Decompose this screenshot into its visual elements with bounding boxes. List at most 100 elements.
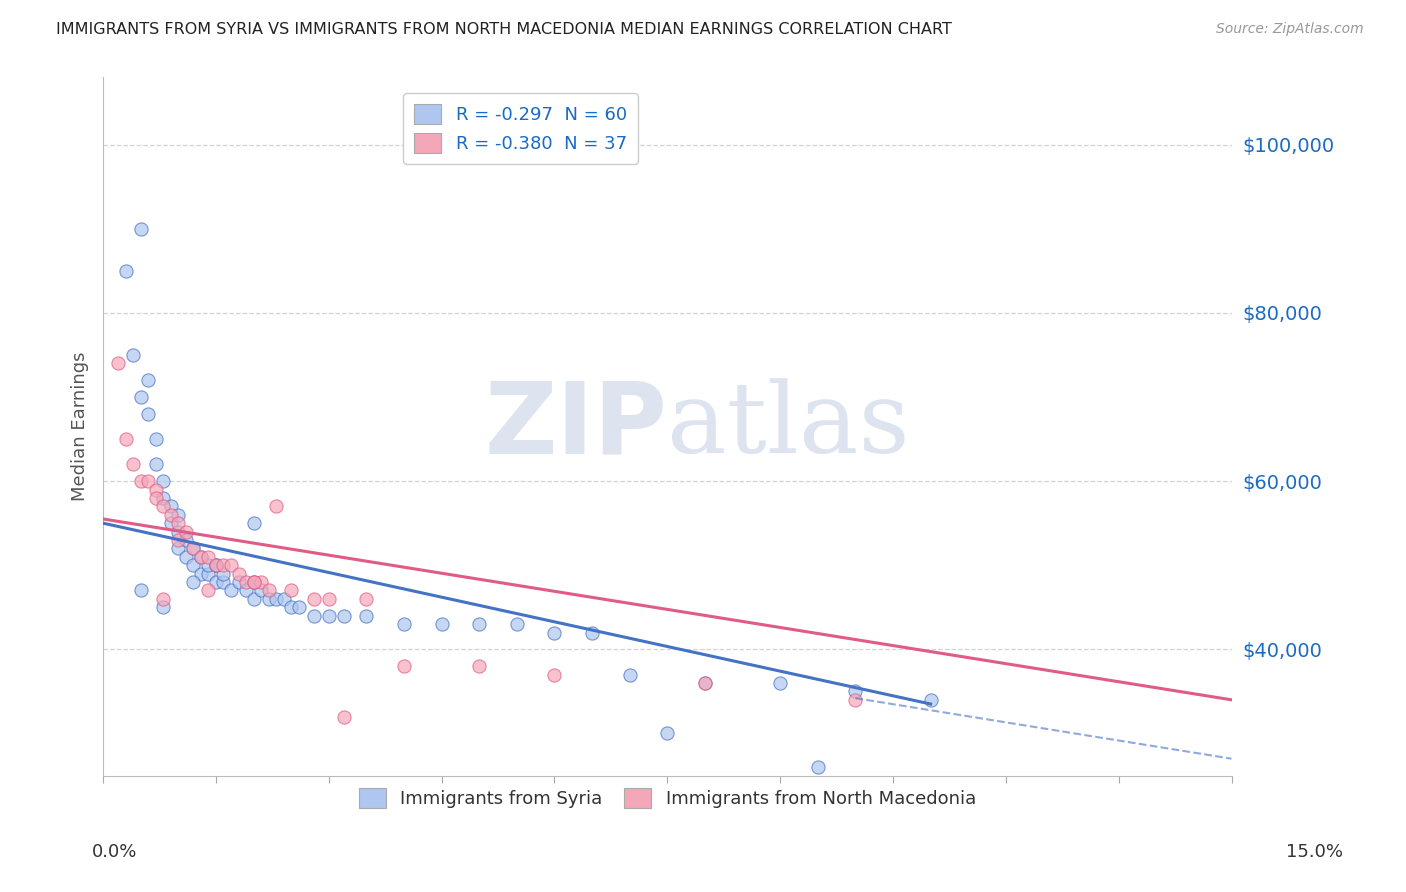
Point: [129, 583, 152, 598]
Point: [693, 676, 716, 690]
Point: [693, 676, 716, 690]
Point: [769, 676, 792, 690]
Legend: Immigrants from Syria, Immigrants from North Macedonia: Immigrants from Syria, Immigrants from N…: [352, 781, 983, 815]
Point: [145, 483, 167, 497]
Point: [333, 608, 356, 623]
Point: [152, 474, 174, 488]
Point: [167, 508, 190, 522]
Point: [160, 500, 183, 514]
Point: [212, 558, 235, 573]
Point: [152, 600, 174, 615]
Point: [807, 760, 830, 774]
Point: [145, 491, 167, 505]
Point: [190, 566, 212, 581]
Point: [219, 558, 242, 573]
Point: [302, 591, 325, 606]
Point: [129, 222, 152, 236]
Point: [205, 558, 228, 573]
Point: [197, 566, 219, 581]
Point: [468, 659, 491, 673]
Point: [205, 558, 228, 573]
Point: [122, 458, 145, 472]
Point: [107, 356, 129, 370]
Point: [152, 491, 174, 505]
Point: [212, 575, 235, 590]
Point: [152, 500, 174, 514]
Point: [190, 549, 212, 564]
Point: [183, 541, 205, 556]
Point: [228, 575, 250, 590]
Y-axis label: Median Earnings: Median Earnings: [72, 351, 89, 501]
Text: 15.0%: 15.0%: [1285, 843, 1343, 861]
Point: [287, 600, 309, 615]
Point: [167, 516, 190, 531]
Point: [114, 432, 136, 446]
Point: [136, 474, 159, 488]
Point: [543, 625, 565, 640]
Point: [136, 407, 159, 421]
Point: [250, 575, 273, 590]
Point: [122, 348, 145, 362]
Point: [506, 617, 529, 632]
Point: [242, 575, 264, 590]
Point: [356, 591, 378, 606]
Point: [844, 693, 866, 707]
Text: atlas: atlas: [668, 378, 910, 475]
Point: [242, 516, 264, 531]
Point: [242, 575, 264, 590]
Point: [228, 566, 250, 581]
Point: [160, 516, 183, 531]
Point: [235, 583, 257, 598]
Point: [197, 583, 219, 598]
Point: [657, 726, 679, 740]
Point: [167, 533, 190, 547]
Point: [468, 617, 491, 632]
Point: [212, 566, 235, 581]
Point: [174, 533, 197, 547]
Point: [844, 684, 866, 698]
Point: [280, 600, 302, 615]
Point: [197, 558, 219, 573]
Point: [145, 432, 167, 446]
Point: [205, 558, 228, 573]
Point: [242, 575, 264, 590]
Point: [129, 474, 152, 488]
Point: [145, 458, 167, 472]
Point: [242, 591, 264, 606]
Point: [205, 575, 228, 590]
Point: [280, 583, 302, 598]
Text: Source: ZipAtlas.com: Source: ZipAtlas.com: [1216, 22, 1364, 37]
Point: [167, 524, 190, 539]
Point: [273, 591, 295, 606]
Point: [183, 541, 205, 556]
Point: [318, 608, 340, 623]
Point: [581, 625, 603, 640]
Point: [543, 667, 565, 681]
Text: ZIP: ZIP: [485, 378, 668, 475]
Point: [318, 591, 340, 606]
Point: [392, 617, 415, 632]
Point: [619, 667, 641, 681]
Point: [114, 264, 136, 278]
Point: [219, 583, 242, 598]
Text: 0.0%: 0.0%: [91, 843, 136, 861]
Point: [264, 500, 287, 514]
Point: [235, 575, 257, 590]
Point: [174, 524, 197, 539]
Point: [183, 575, 205, 590]
Point: [129, 390, 152, 404]
Point: [160, 508, 183, 522]
Text: IMMIGRANTS FROM SYRIA VS IMMIGRANTS FROM NORTH MACEDONIA MEDIAN EARNINGS CORRELA: IMMIGRANTS FROM SYRIA VS IMMIGRANTS FROM…: [56, 22, 952, 37]
Point: [190, 549, 212, 564]
Point: [333, 709, 356, 723]
Point: [264, 591, 287, 606]
Point: [257, 591, 280, 606]
Point: [167, 541, 190, 556]
Point: [356, 608, 378, 623]
Point: [197, 549, 219, 564]
Point: [183, 558, 205, 573]
Point: [136, 373, 159, 387]
Point: [920, 693, 942, 707]
Point: [250, 583, 273, 598]
Point: [302, 608, 325, 623]
